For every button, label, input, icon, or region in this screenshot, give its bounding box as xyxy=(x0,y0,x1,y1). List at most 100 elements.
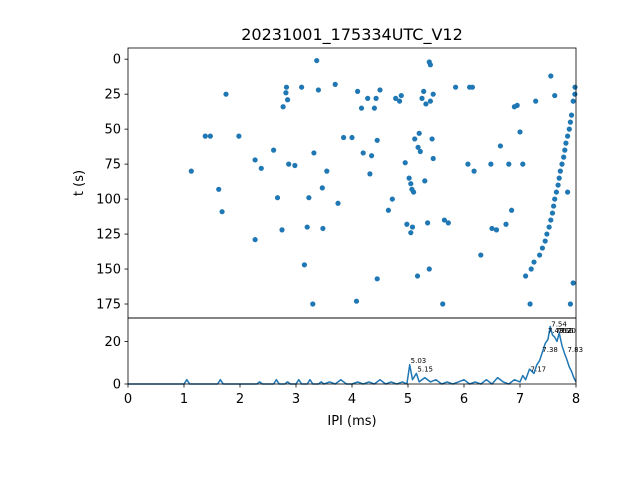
raster-point-33 xyxy=(349,134,355,141)
raster-point-107 xyxy=(549,210,556,216)
histogram-annotations: 5.035.15 7.17 7.38 7.547.487.627.667.70 7.83 xyxy=(411,321,583,374)
raster-point-13 xyxy=(280,104,286,110)
raster-point-67 xyxy=(423,101,429,107)
histogram-xtick-label-7: 7 xyxy=(516,392,524,407)
raster-point-80 xyxy=(465,161,471,167)
raster-point-109 xyxy=(552,196,558,202)
histogram-xtick-label-5: 5 xyxy=(404,392,412,407)
raster-frame xyxy=(127,47,577,319)
raster-point-97 xyxy=(527,301,533,307)
raster-point-70 xyxy=(427,98,433,104)
raster-ytick-label-7: 175 xyxy=(96,298,121,313)
raster-ytick-label-4: 100 xyxy=(96,193,121,208)
histogram-xtick-label-2: 2 xyxy=(236,392,244,407)
raster-point-24 xyxy=(311,150,317,156)
raster-point-15 xyxy=(283,84,290,90)
histogram-annotation-1: 5.15 xyxy=(417,365,433,373)
raster-point-72 xyxy=(427,62,433,68)
raster-point-10 xyxy=(271,147,277,153)
histogram-xtick-label-6: 6 xyxy=(460,392,468,407)
histogram-annotation-3: 7.38 xyxy=(542,346,558,354)
raster-point-52 xyxy=(404,221,410,227)
histogram-annotation-6: 7.62 xyxy=(556,327,572,335)
raster-point-100 xyxy=(533,98,539,104)
raster-point-74 xyxy=(430,91,436,97)
raster-point-75 xyxy=(430,155,436,162)
raster-ytick-label-1: 25 xyxy=(104,88,121,103)
raster-point-98 xyxy=(528,266,534,272)
raster-point-122 xyxy=(570,98,576,104)
raster-point-114 xyxy=(559,161,565,167)
raster-point-105 xyxy=(546,224,552,230)
raster-point-9 xyxy=(258,165,264,171)
histogram-xtick-label-8: 8 xyxy=(572,392,580,407)
raster-point-125 xyxy=(548,73,554,79)
raster-point-38 xyxy=(365,95,371,101)
raster-point-43 xyxy=(374,276,380,282)
raster-point-85 xyxy=(488,161,494,167)
histogram-ytick-label-0: 0 xyxy=(113,378,121,393)
histogram-xtick-label-3: 3 xyxy=(292,392,300,407)
raster-point-25 xyxy=(314,57,320,64)
raster-point-83 xyxy=(471,168,477,174)
raster-point-2 xyxy=(207,133,213,139)
raster-point-17 xyxy=(286,161,292,167)
raster-point-120 xyxy=(567,119,574,125)
raster-point-66 xyxy=(422,178,428,184)
raster-point-14 xyxy=(283,90,289,96)
raster-point-51 xyxy=(402,160,408,166)
raster-point-129 xyxy=(570,280,576,286)
raster-point-95 xyxy=(520,161,526,167)
raster-ytick-label-6: 150 xyxy=(96,263,121,278)
raster-point-60 xyxy=(414,273,421,279)
raster-ytick-label-3: 75 xyxy=(104,158,121,173)
histogram-xtick-label-1: 1 xyxy=(180,392,188,407)
histogram-yticks: 0 20 xyxy=(104,335,128,393)
raster-point-54 xyxy=(408,181,414,187)
raster-point-31 xyxy=(335,200,341,206)
raster-point-123 xyxy=(572,91,578,97)
raster-point-28 xyxy=(320,225,326,232)
raster-point-76 xyxy=(440,301,446,307)
raster-point-128 xyxy=(567,301,574,307)
histogram-line xyxy=(128,325,577,385)
raster-point-29 xyxy=(324,168,330,174)
chart-title: 20231001_175334UTC_V12 xyxy=(241,25,463,45)
histogram-annotation-8: 7.70 xyxy=(560,327,576,335)
raster-point-82 xyxy=(469,84,475,90)
raster-point-50 xyxy=(398,92,404,99)
raster-point-99 xyxy=(531,259,537,265)
raster-point-32 xyxy=(341,134,347,141)
raster-point-1 xyxy=(202,133,208,139)
raster-point-77 xyxy=(441,217,447,223)
raster-point-86 xyxy=(489,225,495,232)
histogram-panel: 5.035.15 7.17 7.38 7.547.487.627.667.70 7.83… xyxy=(104,317,583,429)
raster-point-45 xyxy=(377,87,383,93)
histogram-annotation-9: 7.83 xyxy=(567,346,583,354)
raster-point-84 xyxy=(478,252,484,258)
raster-point-65 xyxy=(421,88,427,94)
raster-point-106 xyxy=(548,217,554,223)
raster-points xyxy=(188,57,578,307)
raster-point-42 xyxy=(373,95,379,101)
raster-point-63 xyxy=(417,148,423,155)
raster-point-62 xyxy=(416,130,422,136)
raster-point-103 xyxy=(542,238,548,244)
raster-point-5 xyxy=(223,91,229,97)
raster-point-7 xyxy=(252,157,258,163)
raster-point-11 xyxy=(274,195,281,201)
histogram-xticks: 0 1 2 3 4 5 6 7 8 xyxy=(124,384,580,407)
raster-point-108 xyxy=(551,203,557,209)
raster-point-16 xyxy=(285,97,291,103)
raster-point-46 xyxy=(385,207,391,213)
raster-point-118 xyxy=(565,133,571,139)
raster-point-27 xyxy=(319,185,325,191)
raster-point-41 xyxy=(371,105,377,111)
histogram-annotation-7: 7.66 xyxy=(558,327,574,335)
raster-point-93 xyxy=(514,102,520,108)
raster-point-111 xyxy=(555,182,561,188)
raster-point-56 xyxy=(408,230,414,236)
raster-point-78 xyxy=(445,220,451,226)
raster-ytick-label-2: 50 xyxy=(104,123,121,138)
histogram-xlabel: IPI (ms) xyxy=(327,414,376,429)
